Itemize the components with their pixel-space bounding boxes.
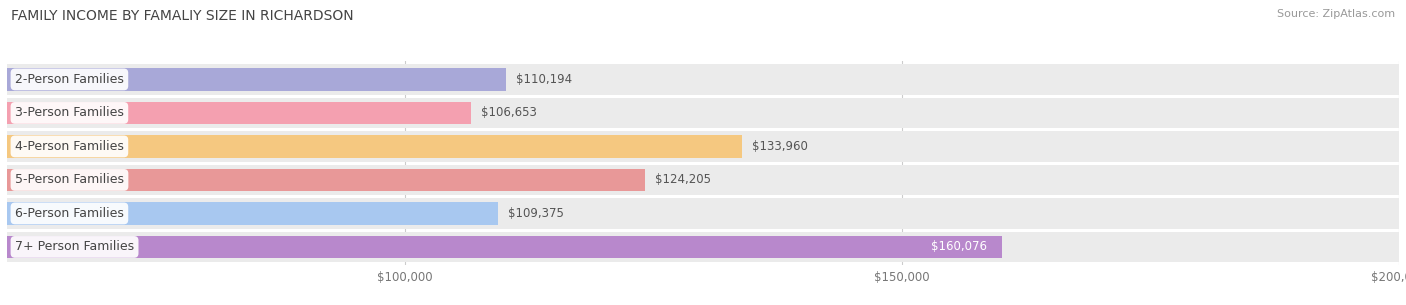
Bar xyxy=(7,131,1399,162)
Bar xyxy=(7,64,1399,95)
Bar xyxy=(7,102,471,124)
Text: Source: ZipAtlas.com: Source: ZipAtlas.com xyxy=(1277,9,1395,19)
Bar xyxy=(7,68,506,91)
Text: $106,653: $106,653 xyxy=(481,106,537,120)
Bar xyxy=(7,202,498,225)
Bar xyxy=(7,165,1399,195)
Text: 6-Person Families: 6-Person Families xyxy=(15,207,124,220)
Text: 5-Person Families: 5-Person Families xyxy=(15,174,124,186)
Bar xyxy=(7,135,742,158)
Bar xyxy=(7,232,1399,262)
Text: $110,194: $110,194 xyxy=(516,73,572,86)
Text: $109,375: $109,375 xyxy=(508,207,564,220)
Text: $160,076: $160,076 xyxy=(931,240,987,253)
Text: $124,205: $124,205 xyxy=(655,174,711,186)
Text: 2-Person Families: 2-Person Families xyxy=(15,73,124,86)
Text: 3-Person Families: 3-Person Families xyxy=(15,106,124,120)
Text: 4-Person Families: 4-Person Families xyxy=(15,140,124,153)
Text: 7+ Person Families: 7+ Person Families xyxy=(15,240,134,253)
Bar xyxy=(7,98,1399,128)
Text: FAMILY INCOME BY FAMALIY SIZE IN RICHARDSON: FAMILY INCOME BY FAMALIY SIZE IN RICHARD… xyxy=(11,9,354,23)
Bar xyxy=(7,235,1002,258)
Bar xyxy=(7,198,1399,228)
Bar xyxy=(7,169,645,191)
Text: $133,960: $133,960 xyxy=(752,140,808,153)
